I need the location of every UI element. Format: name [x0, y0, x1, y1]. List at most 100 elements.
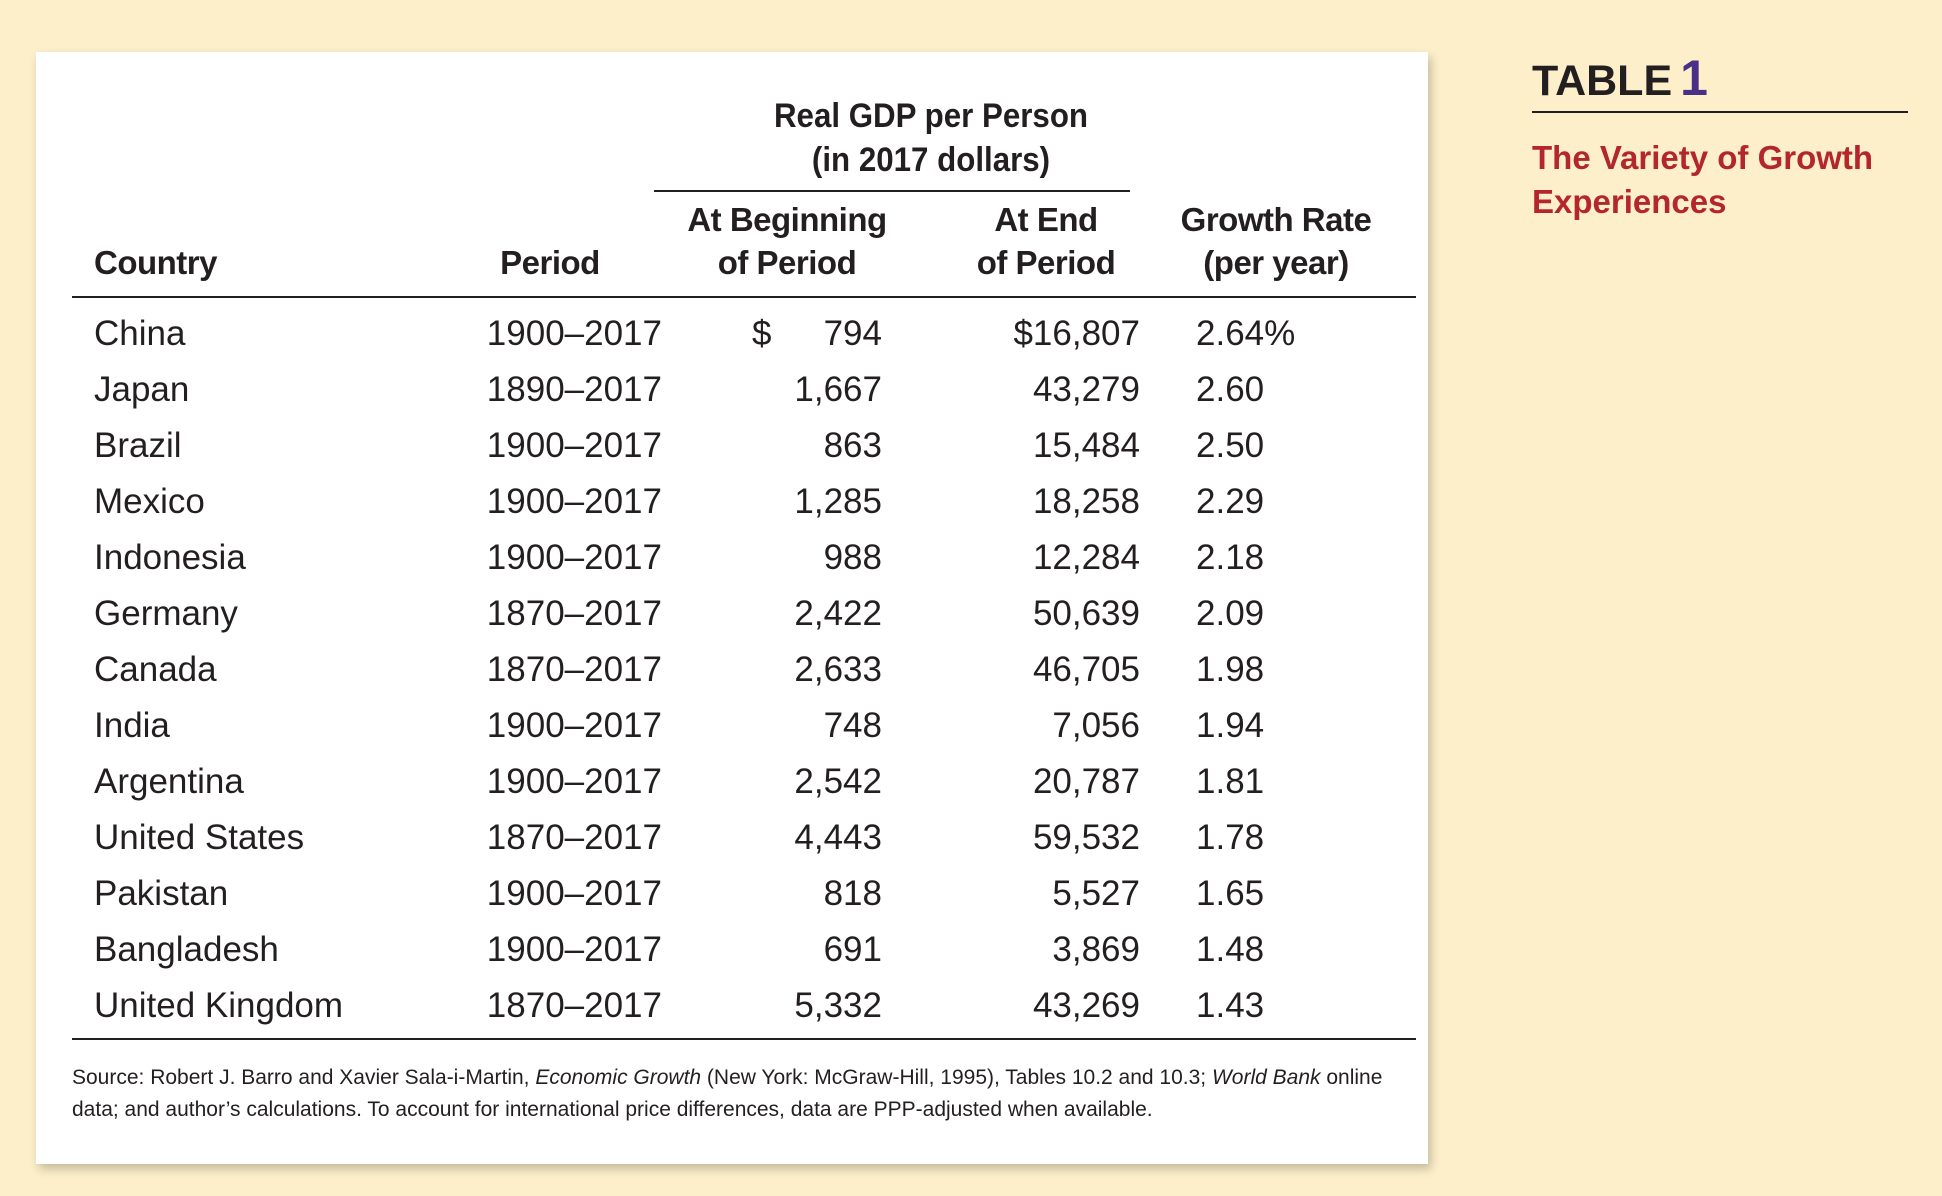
- growth-rate-cell: 2.64%: [1196, 314, 1296, 353]
- growth-rate-cell: 1.48: [1196, 930, 1265, 969]
- period-cell: 1900–2017: [486, 538, 662, 577]
- end-gdp-cell: $16,807: [1013, 314, 1140, 353]
- period-cell: 1870–2017: [486, 986, 662, 1025]
- growth-rate-cell: 1.81: [1196, 762, 1265, 801]
- end-gdp-cell: 7,056: [1052, 706, 1140, 745]
- country-cell: Germany: [94, 594, 238, 633]
- period-cell: 1900–2017: [486, 482, 662, 521]
- table-label-word: TABLE: [1532, 57, 1673, 105]
- country-cell: India: [94, 706, 170, 745]
- country-cell: Bangladesh: [94, 930, 279, 969]
- begin-gdp-cell: 2,633: [794, 650, 882, 689]
- period-cell: 1870–2017: [486, 594, 662, 633]
- growth-rate-cell: 1.43: [1196, 986, 1265, 1025]
- table-row: Japan 1890–2017 1,667 43,279 2.60: [36, 362, 1428, 418]
- end-gdp-cell: 12,284: [1032, 538, 1140, 577]
- table-row: Germany 1870–2017 2,422 50,639 2.09: [36, 586, 1428, 642]
- growth-rate-cell: 2.18: [1196, 538, 1265, 577]
- gdp-group-header-line1: Real GDP per Person: [773, 97, 1089, 135]
- table-card: Real GDP per Person (in 2017 dollars) Co…: [36, 52, 1428, 1164]
- table-number: 1: [1680, 50, 1708, 106]
- begin-gdp-cell: 4,443: [794, 818, 882, 857]
- table-label-rule: [1532, 111, 1908, 113]
- begin-gdp-cell: 691: [823, 930, 882, 969]
- growth-header-line1: Growth Rate: [1180, 201, 1372, 238]
- table-title: The Variety of Growth Experiences: [1532, 139, 1874, 220]
- header-rule: [72, 296, 1416, 298]
- period-cell: 1900–2017: [486, 930, 662, 969]
- period-cell: 1900–2017: [486, 426, 662, 465]
- begin-column-header: At Beginning of Period: [666, 198, 908, 284]
- country-cell: Indonesia: [94, 538, 246, 577]
- begin-gdp-cell: 818: [823, 874, 882, 913]
- table-label: TABLE 1: [1532, 52, 1708, 107]
- country-cell: United States: [94, 818, 305, 857]
- end-gdp-cell: 20,787: [1032, 762, 1140, 801]
- begin-gdp-cell: 5,332: [794, 986, 882, 1025]
- country-cell: Mexico: [94, 482, 205, 521]
- table-row: Bangladesh 1900–2017 691 3,869 1.48: [36, 922, 1428, 978]
- begin-gdp-cell: 2,422: [794, 594, 882, 633]
- begin-gdp-cell: 1,285: [794, 482, 882, 521]
- gdp-group-header-line2: (in 2017 dollars): [811, 141, 1051, 179]
- end-gdp-cell: 5,527: [1052, 874, 1140, 913]
- period-cell: 1900–2017: [486, 762, 662, 801]
- table-row: India 1900–2017 748 7,056 1.94: [36, 698, 1428, 754]
- country-cell: Argentina: [94, 762, 244, 801]
- source-book-title: Economic Growth: [535, 1066, 702, 1089]
- end-header-line1: At End: [994, 201, 1098, 238]
- table-row: Argentina 1900–2017 2,542 20,787 1.81: [36, 754, 1428, 810]
- begin-gdp-cell: 794: [823, 314, 882, 353]
- growth-rate-cell: 1.94: [1196, 706, 1265, 745]
- currency-symbol: $: [752, 314, 772, 353]
- table-row: China 1900–2017 $ 794 $16,807 2.64%: [36, 306, 1428, 362]
- growth-column-header: Growth Rate (per year): [1156, 198, 1396, 284]
- period-cell: 1900–2017: [486, 874, 662, 913]
- growth-header-line2: (per year): [1203, 244, 1349, 281]
- country-cell: Brazil: [94, 426, 182, 465]
- table-row: Canada 1870–2017 2,633 46,705 1.98: [36, 642, 1428, 698]
- growth-rate-cell: 2.29: [1196, 482, 1265, 521]
- country-cell: China: [94, 314, 186, 353]
- begin-header-line2: of Period: [717, 244, 857, 281]
- country-cell: Japan: [94, 370, 190, 409]
- table-bottom-rule: [72, 1038, 1416, 1040]
- growth-rate-cell: 1.78: [1196, 818, 1265, 857]
- gdp-group-rule: [654, 190, 1130, 192]
- begin-gdp-cell: 2,542: [794, 762, 882, 801]
- end-gdp-cell: 59,532: [1032, 818, 1140, 857]
- table-row: Pakistan 1900–2017 818 5,527 1.65: [36, 866, 1428, 922]
- period-cell: 1900–2017: [486, 706, 662, 745]
- end-header-line2: of Period: [976, 244, 1116, 281]
- growth-rate-cell: 1.98: [1196, 650, 1265, 689]
- table-row: United States 1870–2017 4,443 59,532 1.7…: [36, 810, 1428, 866]
- end-gdp-cell: 18,258: [1032, 482, 1140, 521]
- end-gdp-cell: 43,279: [1032, 370, 1140, 409]
- table-row: Brazil 1900–2017 863 15,484 2.50: [36, 418, 1428, 474]
- growth-rate-cell: 1.65: [1196, 874, 1265, 913]
- country-cell: Pakistan: [94, 874, 229, 913]
- source-middle: (New York: McGraw-Hill, 1995), Tables 10…: [701, 1066, 1212, 1089]
- gdp-group-header: Real GDP per Person (in 2017 dollars): [676, 94, 1186, 182]
- begin-gdp-cell: 748: [823, 706, 882, 745]
- period-cell: 1890–2017: [486, 370, 662, 409]
- source-suffix: online data; and author’s calculations. …: [72, 1066, 1383, 1121]
- source-note: Source: Robert J. Barro and Xavier Sala-…: [72, 1062, 1402, 1126]
- country-cell: Canada: [94, 650, 217, 689]
- end-gdp-cell: 15,484: [1032, 426, 1140, 465]
- end-gdp-cell: 50,639: [1032, 594, 1140, 633]
- source-prefix: Source: Robert J. Barro and Xavier Sala-…: [72, 1066, 536, 1089]
- period-cell: 1900–2017: [486, 314, 662, 353]
- begin-gdp-cell: 1,667: [794, 370, 882, 409]
- growth-rate-cell: 2.09: [1196, 594, 1265, 633]
- end-column-header: At End of Period: [946, 198, 1146, 284]
- end-gdp-cell: 3,869: [1052, 930, 1140, 969]
- begin-gdp-cell: 863: [823, 426, 882, 465]
- period-column-header: Period: [500, 244, 600, 281]
- table-row: Indonesia 1900–2017 988 12,284 2.18: [36, 530, 1428, 586]
- end-gdp-cell: 43,269: [1032, 986, 1140, 1025]
- country-column-header: Country: [94, 244, 218, 281]
- country-cell: United Kingdom: [94, 986, 344, 1025]
- period-cell: 1870–2017: [486, 818, 662, 857]
- table-row: United Kingdom 1870–2017 5,332 43,269 1.…: [36, 978, 1428, 1034]
